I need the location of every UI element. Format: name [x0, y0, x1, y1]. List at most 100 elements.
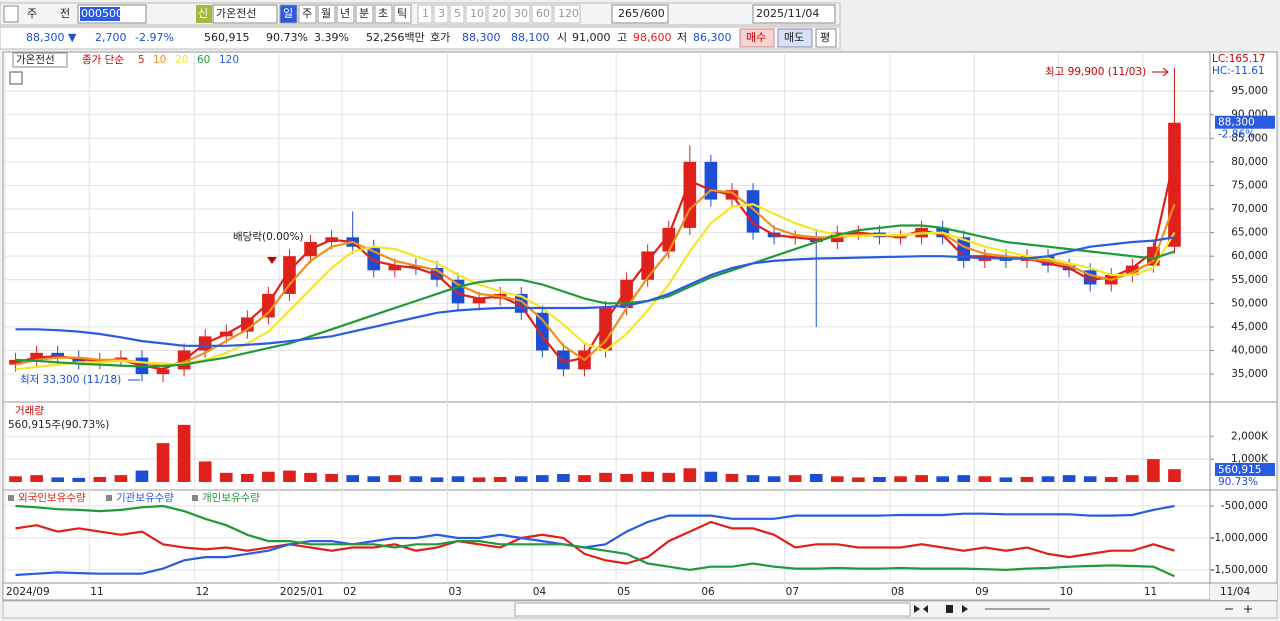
- y-tick-label: 70,000: [1231, 203, 1268, 215]
- tick-label[interactable]: 120: [558, 7, 579, 20]
- low-label: 저: [677, 31, 687, 44]
- ma-legend-entry: 5: [138, 54, 145, 66]
- tick-label[interactable]: 1: [422, 7, 429, 20]
- unit-button[interactable]: [336, 4, 355, 24]
- x-tick-label: 12: [196, 586, 209, 598]
- code: 000500: [81, 7, 123, 20]
- tick-button[interactable]: [433, 4, 449, 24]
- dividend-marker: [267, 257, 277, 264]
- unit-button[interactable]: [279, 4, 298, 24]
- unit-button[interactable]: [355, 4, 374, 24]
- tick-button[interactable]: [553, 4, 581, 24]
- volume-bar: [93, 476, 107, 482]
- volume-bar: [999, 477, 1013, 482]
- unit-button[interactable]: [393, 4, 412, 24]
- tick-button[interactable]: [509, 4, 531, 24]
- unit-button[interactable]: [317, 4, 336, 24]
- buy-button[interactable]: [739, 28, 775, 48]
- x-tick-label: 2025/01: [280, 586, 324, 598]
- unit-button[interactable]: [298, 4, 317, 24]
- candle-body: [1126, 265, 1139, 276]
- sell[interactable]: 매도: [784, 31, 804, 44]
- volume-bar: [873, 476, 886, 482]
- x-tick-label: 11: [1144, 586, 1157, 598]
- y-tick-label: 80,000: [1231, 156, 1268, 168]
- bid: 88,100: [511, 31, 550, 44]
- avg-button[interactable]: [815, 28, 837, 48]
- tick-label[interactable]: 30: [514, 7, 528, 20]
- volume-bar: [1104, 476, 1118, 482]
- volume-bar: [1126, 475, 1139, 482]
- high-label: 고: [617, 31, 627, 44]
- y-tick-label: 60,000: [1231, 250, 1268, 262]
- unit-label[interactable]: 주: [302, 7, 312, 20]
- avg[interactable]: 평: [820, 31, 830, 44]
- min-annotation: 최저 33,300 (11/18): [20, 374, 121, 386]
- sell-button[interactable]: [777, 28, 813, 48]
- volume-bar: [325, 474, 338, 482]
- ma-line: [15, 156, 1176, 371]
- max-annotation: 최고 99,900 (11/03): [1045, 66, 1146, 78]
- ma-line: [15, 189, 1176, 367]
- unit-label[interactable]: 월: [321, 7, 331, 20]
- volume-bar: [1083, 476, 1097, 482]
- tick-button[interactable]: [417, 4, 433, 24]
- buy[interactable]: 매수: [746, 31, 766, 44]
- tick-label[interactable]: 20: [492, 7, 506, 20]
- last-rate: -2.86%: [1218, 129, 1255, 141]
- legend-entry: 외국인보유수량: [18, 492, 86, 504]
- tick-label[interactable]: 3: [438, 7, 445, 20]
- date[interactable]: 2025/11/04: [756, 7, 819, 20]
- unit-button[interactable]: [374, 4, 393, 24]
- volume-bar: [9, 476, 22, 482]
- y-tick-label: -1,000,000: [1211, 532, 1268, 544]
- tick-button[interactable]: [465, 4, 487, 24]
- volume-bar: [241, 474, 254, 482]
- unit-label[interactable]: 분: [359, 7, 369, 20]
- volume-bar: [346, 475, 359, 482]
- unit-label[interactable]: 초: [378, 7, 388, 20]
- candle-body: [30, 352, 43, 360]
- candle-body: [1168, 122, 1181, 247]
- x-tick-label: 08: [891, 586, 904, 598]
- calendar-icon[interactable]: [9, 71, 23, 85]
- volume-bar: [683, 468, 697, 482]
- vol-rate: 90.73%: [266, 31, 308, 44]
- volume-bar: [852, 477, 865, 482]
- scroll-thumb[interactable]: [514, 602, 911, 617]
- volume-bar: [704, 471, 718, 482]
- unit-label[interactable]: 틱: [397, 7, 407, 20]
- menu-button[interactable]: [3, 5, 19, 23]
- legend-entry: 기관보유수량: [116, 492, 174, 504]
- volume-bar: [1020, 476, 1034, 482]
- prev[interactable]: 전: [60, 7, 70, 20]
- tick-label[interactable]: 60: [536, 7, 550, 20]
- volume-bar: [557, 474, 570, 482]
- name-box: [212, 4, 278, 24]
- y-tick-label: 75,000: [1231, 179, 1268, 191]
- y-tick-label: -500,000: [1221, 500, 1268, 512]
- x-tick-label: 09: [975, 586, 988, 598]
- scroll-controls[interactable]: [914, 605, 968, 613]
- volume-bar: [641, 471, 654, 482]
- tick-label[interactable]: 10: [470, 7, 484, 20]
- zoom-buttons[interactable]: [1225, 605, 1252, 613]
- date-box[interactable]: [752, 4, 836, 24]
- tick-button[interactable]: [449, 4, 465, 24]
- volume-bar: [177, 424, 191, 482]
- unit-label[interactable]: 일: [283, 6, 293, 20]
- tick-label[interactable]: 5: [454, 7, 461, 20]
- x-tick-label: 06: [701, 586, 715, 598]
- y-tick-label: 40,000: [1231, 344, 1268, 356]
- period[interactable]: 주: [27, 7, 37, 20]
- x-tick-label: 11: [90, 586, 103, 598]
- unit-label[interactable]: 년: [340, 7, 350, 20]
- volume-bar: [72, 477, 86, 482]
- last-volume: 560,915: [1218, 464, 1261, 476]
- tick-button[interactable]: [487, 4, 509, 24]
- volume-bar: [725, 474, 739, 482]
- tick-button[interactable]: [531, 4, 553, 24]
- y-tick-label: 35,000: [1231, 368, 1268, 380]
- candle-body: [114, 357, 128, 360]
